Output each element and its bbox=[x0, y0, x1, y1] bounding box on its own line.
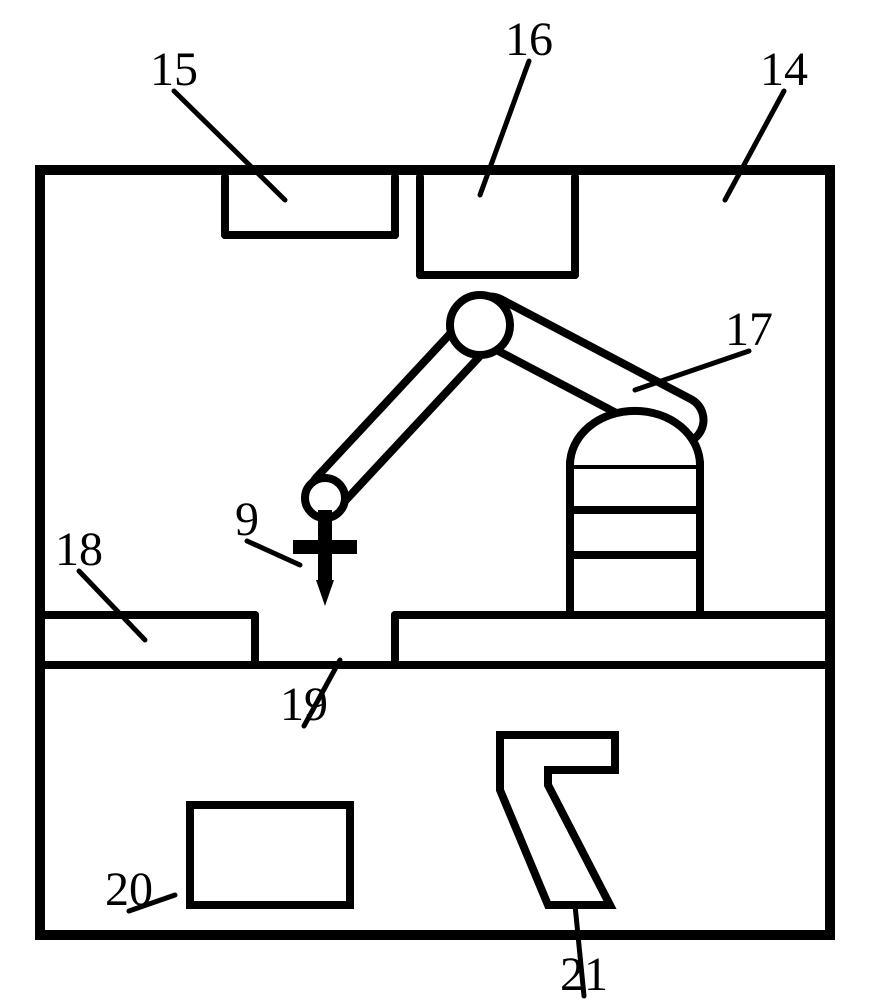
label-20: 20 bbox=[105, 863, 153, 916]
label-21: 21 bbox=[560, 948, 608, 1000]
label-16: 16 bbox=[505, 13, 553, 66]
label-15: 15 bbox=[150, 43, 198, 96]
label-19: 19 bbox=[280, 678, 328, 731]
label-9: 9 bbox=[235, 493, 259, 546]
module-20 bbox=[190, 805, 350, 905]
label-18: 18 bbox=[55, 523, 103, 576]
label-14: 14 bbox=[760, 43, 808, 96]
enclosure-14 bbox=[40, 170, 830, 935]
label-17: 17 bbox=[725, 303, 773, 356]
